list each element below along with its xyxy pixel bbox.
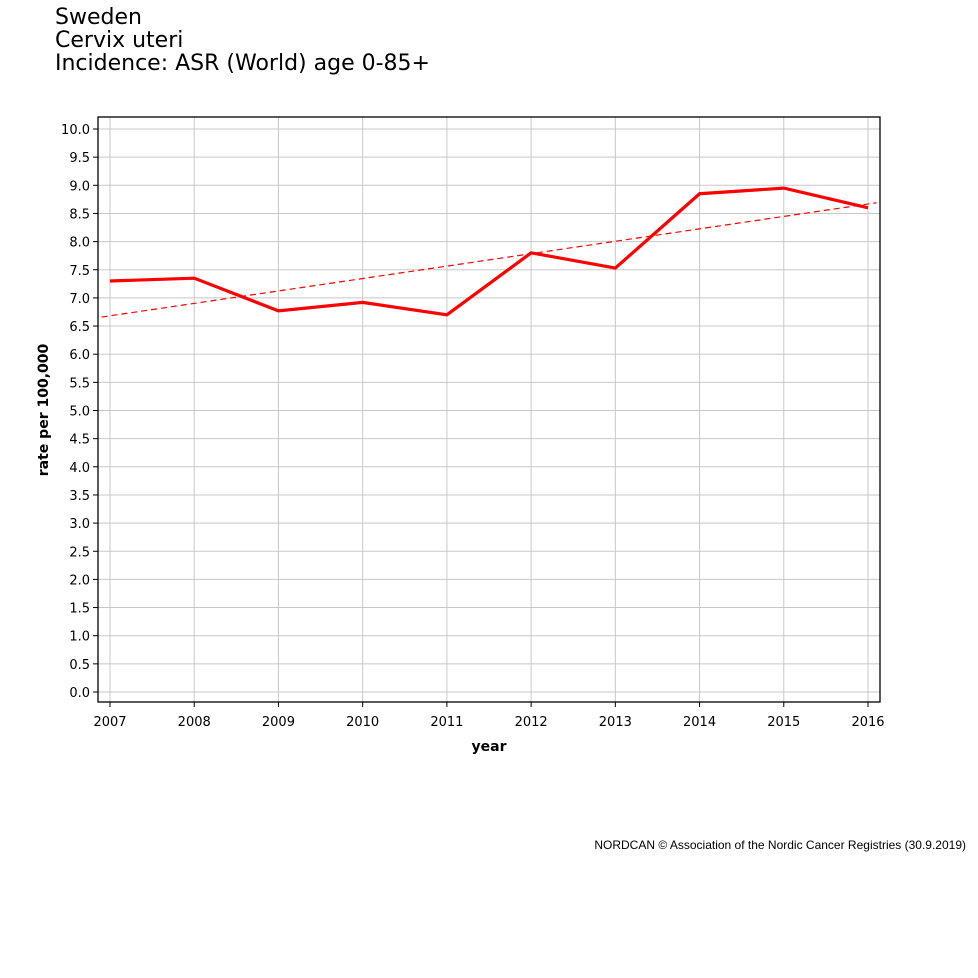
chart-title-block: Sweden Cervix uteri Incidence: ASR (Worl… bbox=[55, 6, 430, 75]
series-layer bbox=[101, 186, 877, 318]
y-tick-label: 1.5 bbox=[69, 602, 90, 617]
y-tick-label: 10.0 bbox=[61, 123, 90, 138]
y-tick-label: 5.5 bbox=[69, 376, 90, 391]
y-tick-label: 8.0 bbox=[69, 236, 90, 251]
y-tick-label: 6.0 bbox=[69, 348, 90, 363]
y-tick-label: 0.5 bbox=[69, 658, 90, 673]
y-axis-title: rate per 100,000 bbox=[36, 344, 52, 477]
y-tick-label: 8.5 bbox=[69, 207, 90, 222]
x-tick-label: 2007 bbox=[93, 715, 126, 730]
plot-frame bbox=[97, 116, 881, 703]
y-tick-label: 6.5 bbox=[69, 320, 90, 335]
y-tick-label: 4.5 bbox=[69, 433, 90, 448]
x-tick-label: 2009 bbox=[262, 715, 295, 730]
x-tick-label: 2011 bbox=[430, 715, 463, 730]
y-tick-label: 3.0 bbox=[69, 517, 90, 532]
y-tick-label: 0.0 bbox=[69, 686, 90, 701]
y-tick-label: 9.0 bbox=[69, 179, 90, 194]
y-tick-label: 7.0 bbox=[69, 292, 90, 307]
y-tick-label: 5.0 bbox=[69, 405, 90, 420]
y-tick-label: 2.5 bbox=[69, 545, 90, 560]
grid-lines bbox=[98, 117, 880, 702]
y-tick-label: 7.5 bbox=[69, 264, 90, 279]
chart-title-measure: Incidence: ASR (World) age 0-85+ bbox=[55, 51, 430, 76]
chart-title-site: Cervix uteri bbox=[55, 28, 184, 53]
x-axis-title: year bbox=[472, 739, 507, 755]
y-tick-label: 9.5 bbox=[69, 151, 90, 166]
x-tick-label: 2015 bbox=[767, 715, 800, 730]
axis-ticks: 0.0 0.5 1.0 1.5 2.0 2.5 3.0 3.5 4.0 4.5 5.0 5.5 6.0 6… bbox=[61, 123, 885, 730]
y-tick-label: 4.0 bbox=[69, 461, 90, 476]
x-tick-label: 2016 bbox=[851, 715, 884, 730]
series-line bbox=[109, 186, 869, 317]
y-tick-label: 1.0 bbox=[69, 630, 90, 645]
x-tick-label: 2012 bbox=[515, 715, 548, 730]
x-tick-label: 2014 bbox=[683, 715, 716, 730]
y-tick-label: 3.5 bbox=[69, 489, 90, 504]
x-tick-label: 2013 bbox=[599, 715, 632, 730]
chart-title-country: Sweden bbox=[55, 5, 142, 30]
source-credit: NORDCAN © Association of the Nordic Canc… bbox=[594, 838, 966, 852]
trend-line bbox=[101, 202, 877, 318]
x-tick-label: 2010 bbox=[346, 715, 379, 730]
y-tick-label: 2.0 bbox=[69, 573, 90, 588]
x-tick-label: 2008 bbox=[178, 715, 211, 730]
